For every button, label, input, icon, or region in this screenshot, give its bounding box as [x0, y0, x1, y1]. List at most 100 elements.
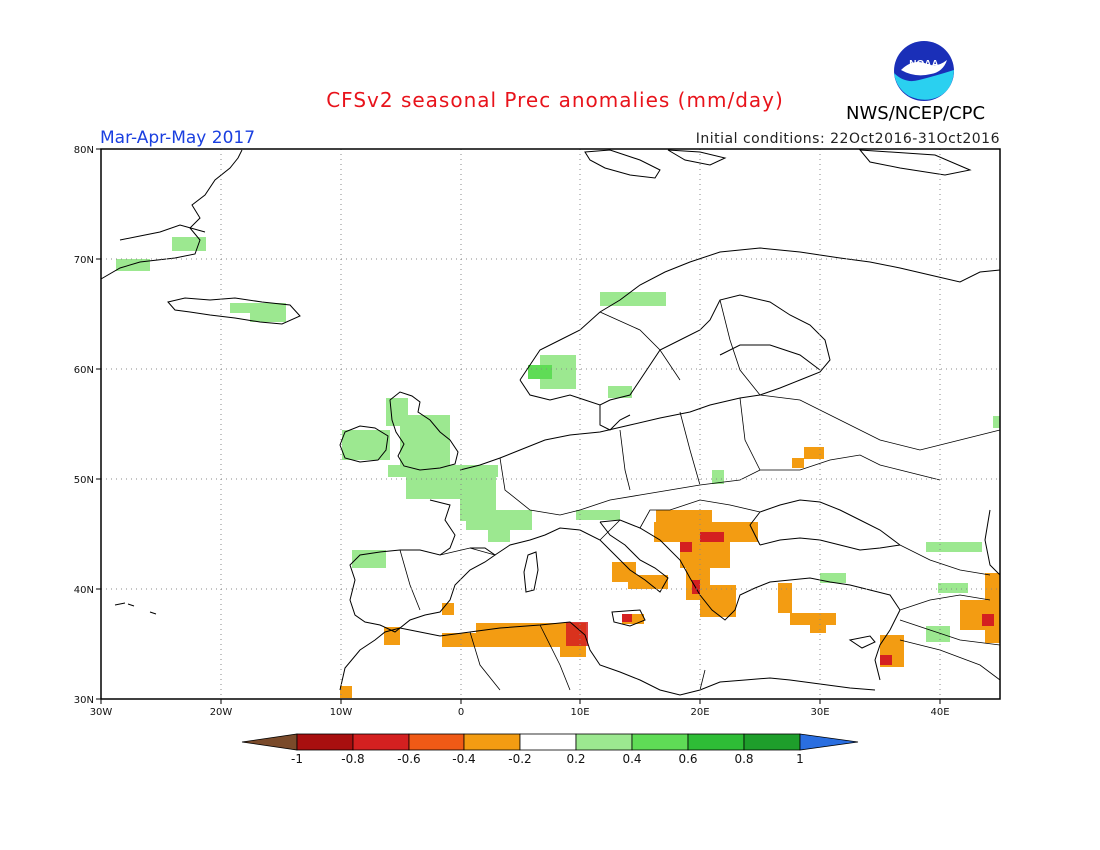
anomaly-turkey-south: [790, 613, 836, 625]
coast-balkans-turkey: [599, 519, 901, 681]
border-balkans: [599, 499, 761, 541]
coast-greenland: [100, 149, 243, 280]
lat-labels: 30N 40N 50N 60N 70N 80N: [74, 145, 94, 706]
coast-north-africa: [339, 621, 876, 696]
colorbar-upper-arrow: [799, 733, 859, 751]
anomaly-iran-dark: [982, 614, 994, 626]
colorbar-swatch: [575, 733, 633, 751]
border-iberia: [399, 547, 496, 611]
lon-label: 40E: [930, 707, 949, 718]
anomaly-ukraine: [804, 447, 824, 459]
anomaly-sicily: [622, 614, 644, 624]
colorbar: -1 -0.8 -0.6 -0.4 -0.2 0.2 0.4 0.6 0.8 1: [241, 733, 859, 766]
anomaly-morocco-south: [340, 686, 352, 698]
borders: [399, 299, 1001, 691]
anomaly-greenland: [116, 259, 150, 271]
tick-marks: [96, 148, 941, 704]
coast-finland: [719, 344, 821, 371]
colorbar-lower-arrow: [241, 733, 298, 751]
coast-azores: [114, 602, 157, 615]
border-russia: [759, 394, 1001, 451]
anomaly-tunisia-dark: [566, 622, 588, 646]
anomaly-france-3: [466, 510, 532, 530]
border-finland-russia: [719, 299, 761, 396]
colorbar-swatch: [631, 733, 689, 751]
anomaly-iceland: [230, 303, 286, 313]
colorbar-label: -1: [291, 752, 303, 766]
initial-conditions: Initial conditions: 22Oct2016-31Oct2016: [695, 131, 1000, 147]
border-caucasus: [899, 544, 991, 611]
gridlines: [101, 149, 1000, 699]
anomaly-channel: [388, 465, 498, 477]
coast-great-britain: [389, 391, 459, 471]
lat-label: 80N: [74, 145, 94, 156]
coast-svalbard-2: [667, 149, 727, 166]
coast-black-sea-north: [749, 499, 901, 546]
coast-cyprus: [848, 635, 876, 649]
coast-sicily: [611, 609, 646, 627]
coast-iberia: [349, 499, 496, 633]
anomaly-albania-dark: [692, 580, 700, 594]
anomaly-greece: [700, 585, 736, 617]
forecast-period: Mar-Apr-May 2017: [100, 128, 256, 148]
anomaly-iraq-green: [926, 626, 950, 642]
coast-greenland-2: [119, 224, 206, 241]
anomaly-iberia-nw: [352, 550, 386, 568]
colorbar-label: 0.6: [678, 752, 697, 766]
map-title: CFSv2 seasonal Prec anomalies (mm/day): [326, 88, 784, 112]
colorbar-label: -0.4: [452, 752, 475, 766]
colorbar-label: -0.2: [508, 752, 531, 766]
anomaly-cells: [116, 237, 1000, 698]
coast-black-sea-south: [759, 537, 901, 551]
colorbar-label: -0.6: [397, 752, 420, 766]
anomaly-russia-green: [993, 416, 1000, 428]
colorbar-swatch: [743, 733, 801, 751]
anomaly-greenland-2: [172, 237, 206, 251]
lat-label: 50N: [74, 475, 94, 486]
logo-text: NOAA: [909, 59, 938, 70]
colorbar-label: -0.8: [341, 752, 364, 766]
lat-label: 40N: [74, 585, 94, 596]
lon-labels: 30W 20W 10W 0 10E 20E 30E 40E: [90, 707, 950, 718]
anomaly-spain-se: [442, 603, 454, 615]
coast-svalbard: [584, 149, 661, 179]
anomaly-norway-south-dark: [528, 365, 552, 379]
lat-label: 70N: [74, 255, 94, 266]
border-north-africa: [469, 624, 706, 691]
lat-label: 30N: [74, 695, 94, 706]
border-poland-germany: [619, 397, 761, 491]
anomaly-tunisia: [560, 645, 586, 657]
anomaly-france-4: [488, 530, 510, 542]
map-plot-area: [101, 149, 1000, 699]
coast-norway: [519, 247, 1001, 381]
coast-franz-josef: [858, 149, 972, 176]
anomaly-iran-green: [938, 583, 968, 593]
coast-italy: [494, 521, 669, 593]
border-norway-sweden: [599, 311, 681, 381]
anomaly-france-north: [406, 477, 496, 499]
lon-label: 10E: [570, 707, 589, 718]
anomaly-sicily-dark: [622, 614, 632, 622]
colorbar-swatch: [408, 733, 465, 751]
colorbar-swatch: [519, 733, 577, 751]
anomaly-algeria-2: [442, 633, 582, 647]
colorbar-label: 0.2: [566, 752, 585, 766]
coast-ireland: [339, 425, 389, 463]
lon-label: 20W: [210, 707, 233, 718]
colorbar-swatch: [463, 733, 521, 751]
anomaly-iceland-2: [250, 312, 286, 322]
coast-iceland: [167, 297, 301, 325]
colorbar-label: 1: [796, 752, 804, 766]
anomaly-caspian: [926, 542, 982, 552]
anomaly-turkey-west: [778, 583, 792, 613]
lon-label: 10W: [330, 707, 353, 718]
noaa-logo: NOAA: [894, 41, 954, 101]
border-middle-east: [899, 619, 1001, 681]
lat-label: 60N: [74, 365, 94, 376]
anomaly-turkey-south-2: [810, 623, 826, 633]
coast-sardinia: [523, 551, 539, 593]
anomaly-levant-dark: [880, 655, 892, 665]
anomaly-england: [400, 415, 450, 465]
colorbar-swatch: [352, 733, 410, 751]
